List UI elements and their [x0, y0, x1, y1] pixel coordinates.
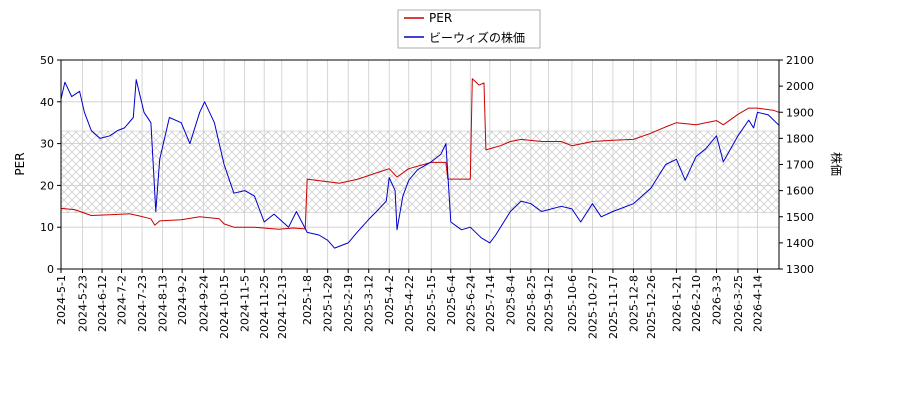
right-tick-label: 2000: [786, 80, 814, 93]
x-tick-label: 2026-3-3: [710, 275, 723, 325]
x-tick-label: 2025-4-2: [383, 275, 396, 325]
x-tick-label: 2025-5-15: [425, 275, 438, 332]
per-line: [60, 78, 780, 230]
left-axis-ticks: 0 10 20 30 40 50: [40, 54, 61, 276]
right-axis-ticks: 1300 1400 1500 1600 1700 1800 1900 2000 2100: [779, 54, 814, 276]
x-tick-label: 2026-1-21: [670, 275, 683, 332]
x-tick-label: 2024-8-13: [157, 275, 170, 332]
x-tick-label: 2025-4-22: [403, 275, 416, 332]
x-tick-label: 2025-1-29: [322, 275, 335, 332]
left-tick-label: 50: [40, 54, 54, 67]
right-tick-label: 1500: [786, 211, 814, 224]
x-tick-label: 2024-9-2: [176, 275, 189, 325]
x-tick-label: 2025-7-14: [484, 275, 497, 332]
x-tick-label: 2024-11-5: [239, 275, 252, 332]
stock-price-line: [60, 79, 780, 249]
x-tick-label: 2026-4-14: [752, 275, 765, 332]
right-tick-label: 1600: [786, 185, 814, 198]
x-tick-label: 2025-12-8: [627, 275, 640, 332]
x-axis-ticks: 2024-5-1 2024-5-23 2024-6-12 2024-7-2 2024-7…: [55, 269, 765, 339]
x-tick-label: 2025-11-17: [607, 275, 620, 339]
x-tick-label: 2024-6-12: [96, 275, 109, 332]
x-tick-label: 2025-2-19: [342, 275, 355, 332]
x-tick-label: 2025-8-25: [525, 275, 538, 332]
x-tick-label: 2024-5-23: [76, 275, 89, 332]
x-tick-label: 2025-10-27: [586, 275, 599, 339]
x-gridlines: [60, 60, 758, 269]
left-tick-label: 20: [40, 179, 54, 192]
x-tick-label: 2024-7-23: [136, 275, 149, 332]
x-tick-label: 2026-2-10: [690, 275, 703, 332]
left-tick-label: 40: [40, 96, 54, 109]
legend-box: [397, 9, 541, 49]
x-tick-label: 2025-12-26: [645, 275, 658, 339]
x-tick-label: 2025-6-4: [445, 275, 458, 325]
legend: PER ビーウィズの株価: [397, 9, 541, 49]
right-tick-label: 1900: [786, 106, 814, 119]
legend-label-price: ビーウィズの株価: [429, 30, 525, 45]
x-tick-label: 2025-10-6: [566, 275, 579, 332]
x-tick-label: 2025-8-4: [504, 275, 517, 325]
x-tick-label: 2025-1-8: [301, 275, 314, 325]
right-tick-label: 1400: [786, 237, 814, 250]
x-tick-label: 2025-6-24: [464, 275, 477, 332]
left-axis-title: PER: [13, 152, 27, 175]
x-tick-label: 2026-3-25: [732, 275, 745, 332]
left-tick-label: 30: [40, 138, 54, 151]
x-tick-label: 2024-10-15: [218, 275, 231, 339]
series-layer: [60, 78, 780, 249]
x-tick-label: 2024-7-2: [116, 275, 129, 325]
x-tick-label: 2024-9-24: [198, 275, 211, 332]
legend-label-per: PER: [429, 11, 452, 25]
x-tick-label: 2024-12-13: [276, 275, 289, 339]
x-tick-label: 2025-9-12: [542, 275, 555, 332]
right-tick-label: 2100: [786, 54, 814, 67]
x-tick-label: 2024-11-25: [258, 275, 271, 339]
right-tick-label: 1800: [786, 132, 814, 145]
right-axis-title: 株価: [829, 152, 844, 176]
x-tick-label: 2024-5-1: [55, 275, 68, 325]
x-tick-label: 2025-3-12: [363, 275, 376, 332]
per-range-band: [60, 130, 780, 213]
right-tick-label: 1700: [786, 159, 814, 172]
right-tick-label: 1300: [786, 263, 814, 276]
left-tick-label: 0: [47, 263, 54, 276]
left-tick-label: 10: [40, 221, 54, 234]
